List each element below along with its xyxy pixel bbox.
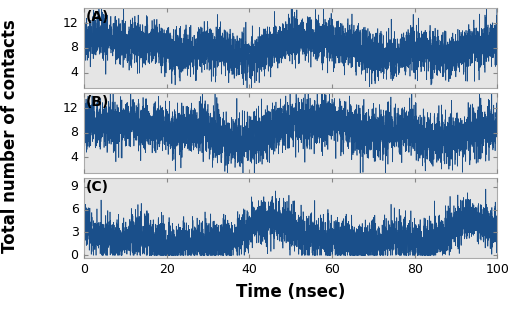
X-axis label: Time (nsec): Time (nsec): [236, 283, 345, 301]
Text: (A): (A): [86, 10, 109, 24]
Text: Total number of contacts: Total number of contacts: [1, 19, 19, 253]
Text: (C): (C): [86, 180, 109, 194]
Text: (B): (B): [86, 95, 109, 109]
